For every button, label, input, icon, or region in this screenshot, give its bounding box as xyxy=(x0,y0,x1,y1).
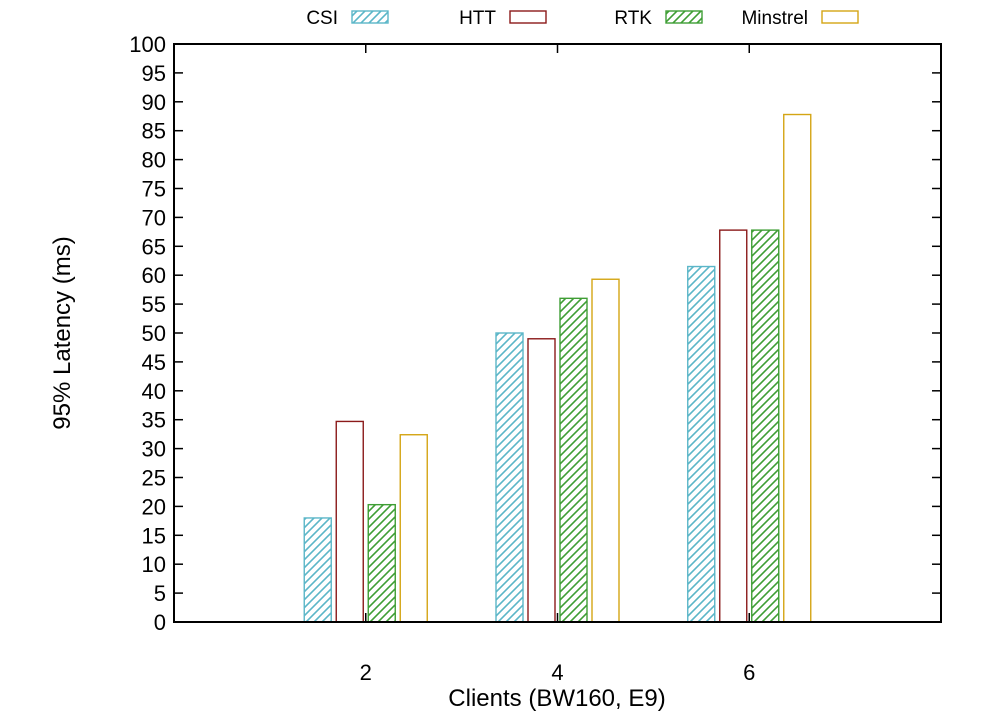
y-tick-label: 65 xyxy=(142,234,166,259)
y-tick-label: 50 xyxy=(142,321,166,346)
bar-csi-2 xyxy=(303,517,332,623)
bar-htt-4 xyxy=(527,338,556,623)
legend-swatch-htt xyxy=(509,10,547,24)
legend-swatch-csi xyxy=(351,10,389,24)
y-tick-label: 0 xyxy=(154,610,166,635)
bar-minstrel-2 xyxy=(399,434,428,623)
bar-htt-2 xyxy=(335,420,364,623)
y-tick-label: 100 xyxy=(129,32,166,57)
bar-csi-4 xyxy=(495,332,524,623)
y-axis: 0 5 10 15 20 25 30 35 40 45 50 55 60 65 70 75 80 85 90 95 10… xyxy=(129,32,941,635)
legend-label-rtk: RTK xyxy=(614,8,652,29)
y-tick-label: 30 xyxy=(142,437,166,462)
y-tick-label: 95 xyxy=(142,61,166,86)
y-tick-label: 15 xyxy=(142,523,166,548)
bar-csi-6 xyxy=(687,265,716,623)
x-axis-title: Clients (BW160, E9) xyxy=(448,685,665,712)
x-tick-label: 2 xyxy=(360,660,372,685)
legend-swatch-minstrel xyxy=(821,10,859,24)
y-tick-label: 85 xyxy=(142,119,166,144)
x-tick-label: 4 xyxy=(551,660,563,685)
y-tick-label: 35 xyxy=(142,408,166,433)
bar-rtk-2 xyxy=(367,503,396,623)
y-tick-label: 45 xyxy=(142,350,166,375)
legend-swatch-rtk xyxy=(665,10,703,24)
legend-label-minstrel: Minstrel xyxy=(741,8,808,29)
bar-minstrel-6 xyxy=(783,113,812,623)
y-tick-label: 55 xyxy=(142,292,166,317)
x-axis: 2 4 6 xyxy=(360,44,755,685)
bar-rtk-6 xyxy=(751,229,780,623)
y-tick-label: 75 xyxy=(142,177,166,202)
y-tick-label: 80 xyxy=(142,148,166,173)
x-tick-label: 6 xyxy=(743,660,755,685)
y-tick-label: 20 xyxy=(142,494,166,519)
bar-htt-6 xyxy=(719,229,748,623)
legend-label-csi: CSI xyxy=(306,8,338,29)
plot-frame xyxy=(173,43,942,623)
y-tick-label: 90 xyxy=(142,90,166,115)
bars-group xyxy=(303,113,812,623)
y-tick-label: 40 xyxy=(142,379,166,404)
bar-minstrel-4 xyxy=(591,278,620,623)
y-tick-label: 60 xyxy=(142,263,166,288)
y-tick-label: 25 xyxy=(142,466,166,491)
y-tick-label: 70 xyxy=(142,205,166,230)
y-axis-title: 95% Latency (ms) xyxy=(49,236,76,429)
legend: CSI HTT RTK Minstrel xyxy=(306,8,859,29)
bar-rtk-4 xyxy=(559,297,588,623)
y-tick-label: 5 xyxy=(154,581,166,606)
legend-label-htt: HTT xyxy=(459,8,496,29)
y-tick-label: 10 xyxy=(142,552,166,577)
